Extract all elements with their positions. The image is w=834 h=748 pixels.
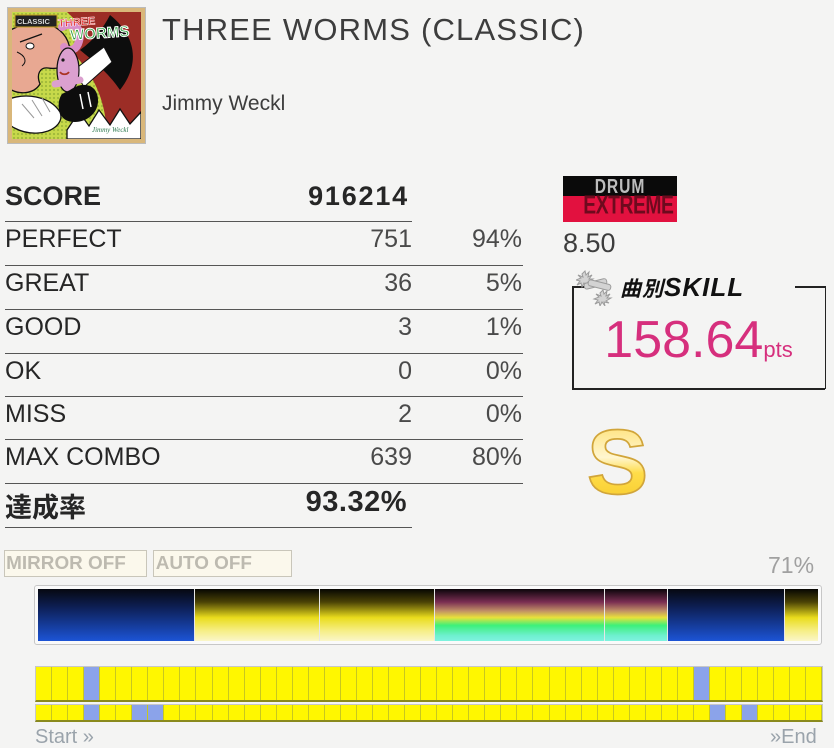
svg-text:S: S — [587, 420, 648, 512]
